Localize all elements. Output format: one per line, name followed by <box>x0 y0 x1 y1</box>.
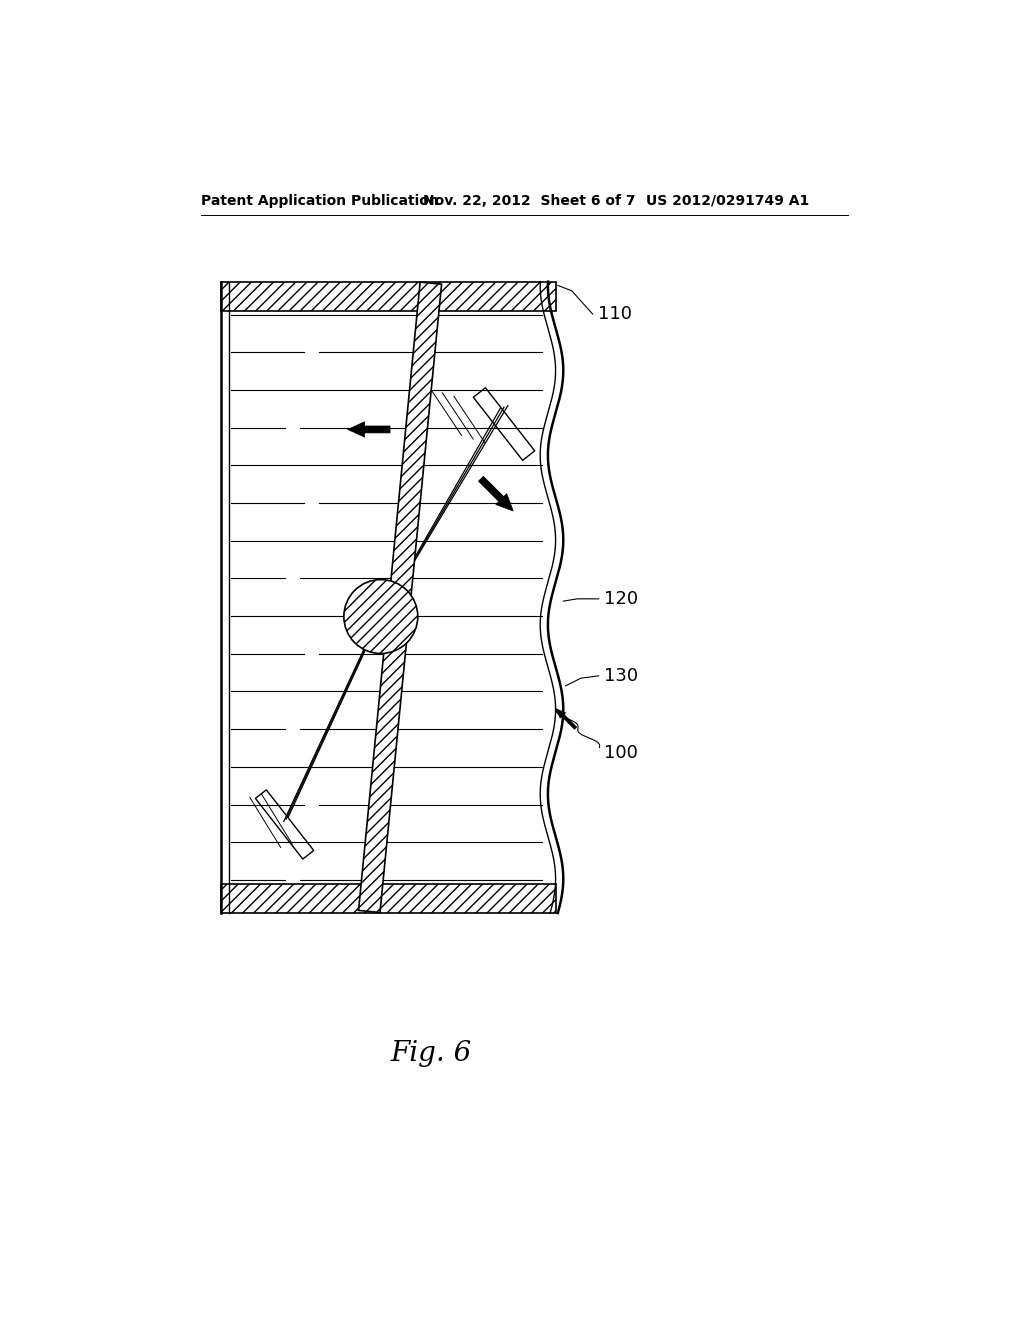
Polygon shape <box>478 477 513 511</box>
Polygon shape <box>358 282 441 912</box>
Text: 120: 120 <box>604 590 638 607</box>
Text: Patent Application Publication: Patent Application Publication <box>202 194 439 207</box>
Text: 110: 110 <box>598 305 632 323</box>
Text: US 2012/0291749 A1: US 2012/0291749 A1 <box>646 194 810 207</box>
Polygon shape <box>255 789 313 859</box>
Text: 100: 100 <box>604 744 638 762</box>
Text: Fig. 6: Fig. 6 <box>390 1040 471 1067</box>
Text: 130: 130 <box>604 667 638 685</box>
Polygon shape <box>473 388 535 461</box>
Circle shape <box>344 579 418 653</box>
Text: Nov. 22, 2012  Sheet 6 of 7: Nov. 22, 2012 Sheet 6 of 7 <box>423 194 636 207</box>
Bar <box>221 884 556 913</box>
Polygon shape <box>556 709 577 729</box>
Polygon shape <box>348 422 390 437</box>
Bar <box>221 281 556 312</box>
